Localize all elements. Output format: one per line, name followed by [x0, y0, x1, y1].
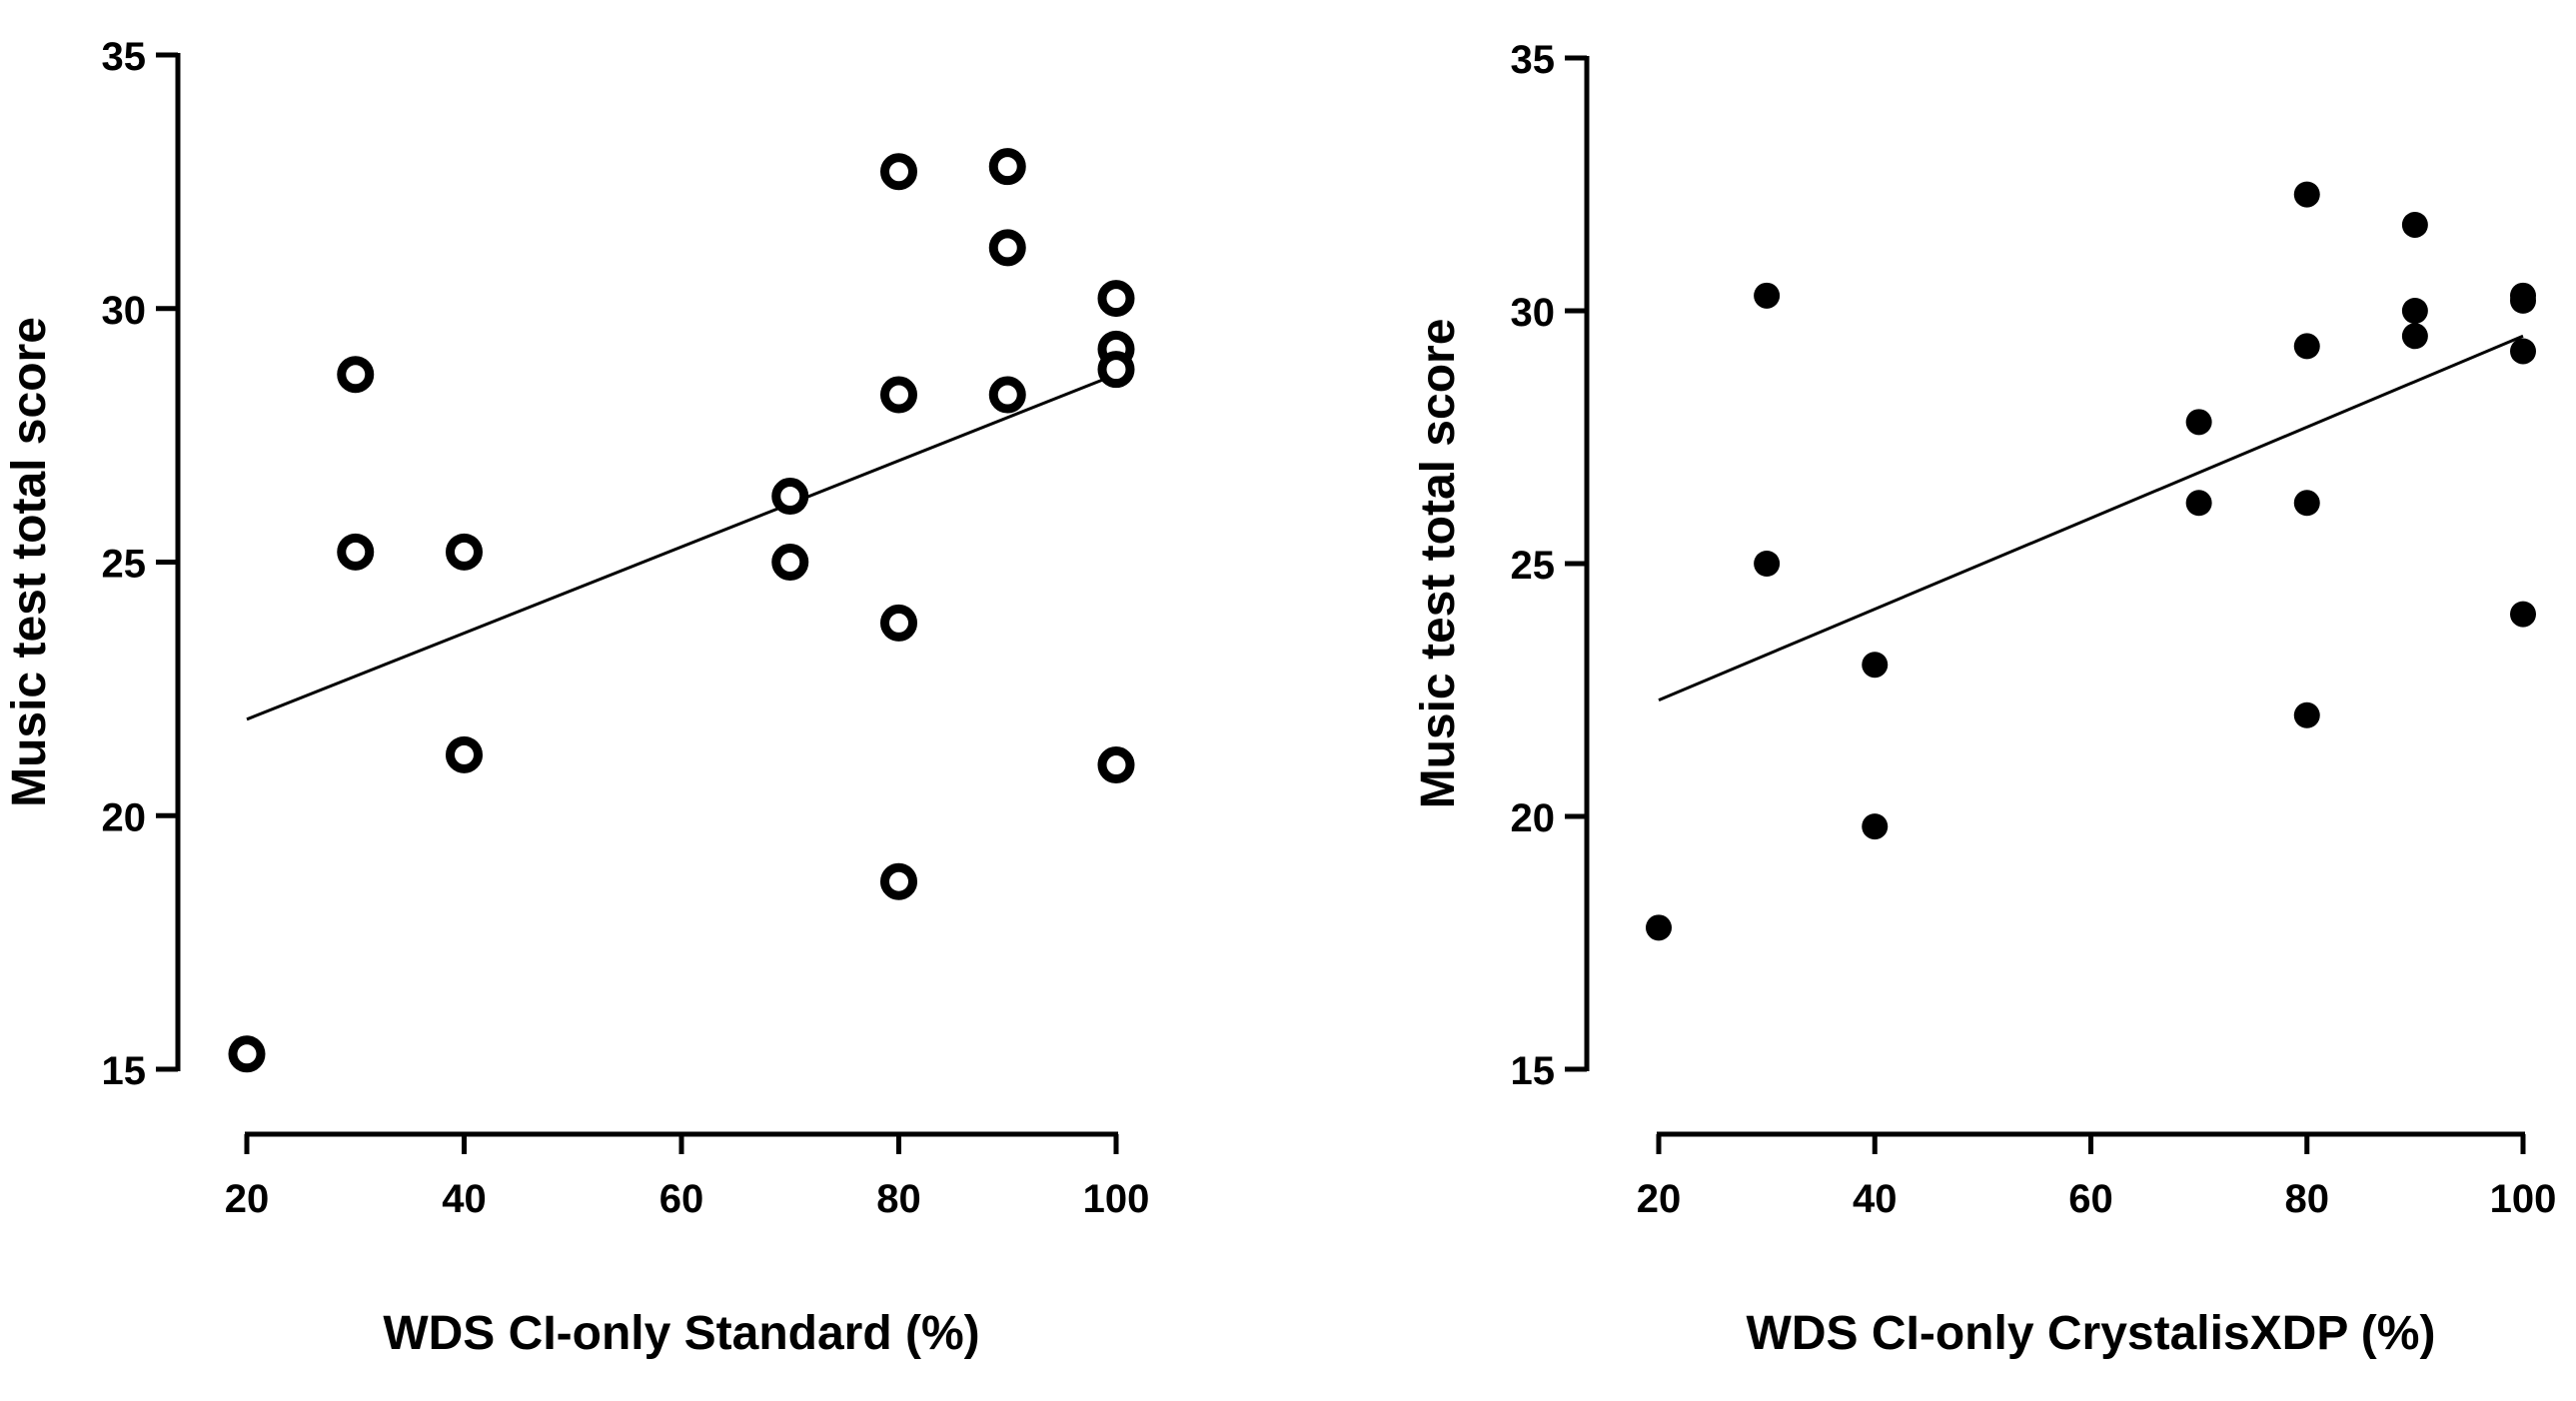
data-point: [1754, 551, 1781, 577]
data-point: [988, 376, 1026, 414]
data-point: [880, 862, 917, 900]
x-tick-label: 40: [442, 1177, 487, 1221]
data-point: [880, 153, 917, 191]
data-point: [2510, 287, 2536, 314]
data-point: [2185, 490, 2212, 517]
data-point: [988, 148, 1026, 186]
x-tick-label: 40: [1853, 1177, 1898, 1221]
panel-crystalisxdp: 15 20 25 30 35 20 40 60 80 100 Music test total sc…: [1412, 38, 2556, 1360]
x-tick-label: 20: [1637, 1177, 1682, 1221]
data-point: [880, 376, 917, 414]
regression-line: [1658, 334, 2524, 702]
y-axis-title-standard: Music test total score: [3, 317, 56, 807]
y-tick-label: 20: [1511, 796, 1556, 840]
regression-line: [246, 373, 1117, 721]
data-point: [2401, 323, 2428, 350]
data-point: [446, 533, 483, 571]
data-point: [2401, 298, 2428, 324]
panel-standard: 15 20 25 30 35 20 40 60 80 100 Music test total sc…: [3, 35, 1149, 1360]
data-point: [1754, 282, 1781, 309]
data-point: [228, 1035, 266, 1073]
y-tick-label: 35: [1511, 38, 1556, 82]
x-tick-label: 100: [2490, 1177, 2557, 1221]
data-point: [2293, 701, 2320, 728]
data-point: [337, 356, 375, 394]
y-tick-label: 25: [1511, 544, 1556, 588]
x-tick-label: 80: [2285, 1177, 2330, 1221]
x-axis-title-standard: WDS CI-only Standard (%): [383, 1307, 979, 1360]
data-point: [771, 544, 809, 581]
data-point: [2293, 333, 2320, 360]
y-tick-label: 20: [102, 795, 147, 839]
data-point: [1862, 652, 1889, 679]
x-axis-title-crystalisxdp: WDS CI-only CrystalisXDP (%): [1747, 1307, 2436, 1360]
data-point: [1097, 351, 1135, 389]
x-tick-label: 80: [876, 1177, 921, 1221]
x-tick-label: 60: [659, 1177, 704, 1221]
data-point: [771, 478, 809, 516]
y-tick-label: 35: [102, 35, 147, 79]
x-tick-label: 60: [2068, 1177, 2113, 1221]
y-tick-label: 25: [102, 543, 147, 587]
data-point: [880, 604, 917, 642]
data-point: [446, 735, 483, 773]
data-point: [1862, 813, 1889, 840]
data-point: [988, 229, 1026, 267]
data-point: [2293, 181, 2320, 208]
y-tick-label: 30: [1511, 291, 1556, 335]
y-tick-label: 30: [102, 289, 147, 333]
y-tick-label: 15: [102, 1049, 147, 1093]
data-point: [1097, 746, 1135, 783]
data-point: [1097, 280, 1135, 318]
data-point: [2510, 338, 2536, 365]
data-point: [2293, 490, 2320, 517]
y-axis-title-crystalisxdp: Music test total score: [1412, 319, 1465, 809]
data-point: [337, 533, 375, 571]
data-point: [2510, 601, 2536, 628]
x-tick-label: 20: [225, 1177, 270, 1221]
x-tick-label: 100: [1083, 1177, 1150, 1221]
y-tick-label: 15: [1511, 1049, 1556, 1093]
data-point: [2401, 211, 2428, 238]
data-point: [2185, 409, 2212, 436]
data-point: [1646, 914, 1672, 941]
